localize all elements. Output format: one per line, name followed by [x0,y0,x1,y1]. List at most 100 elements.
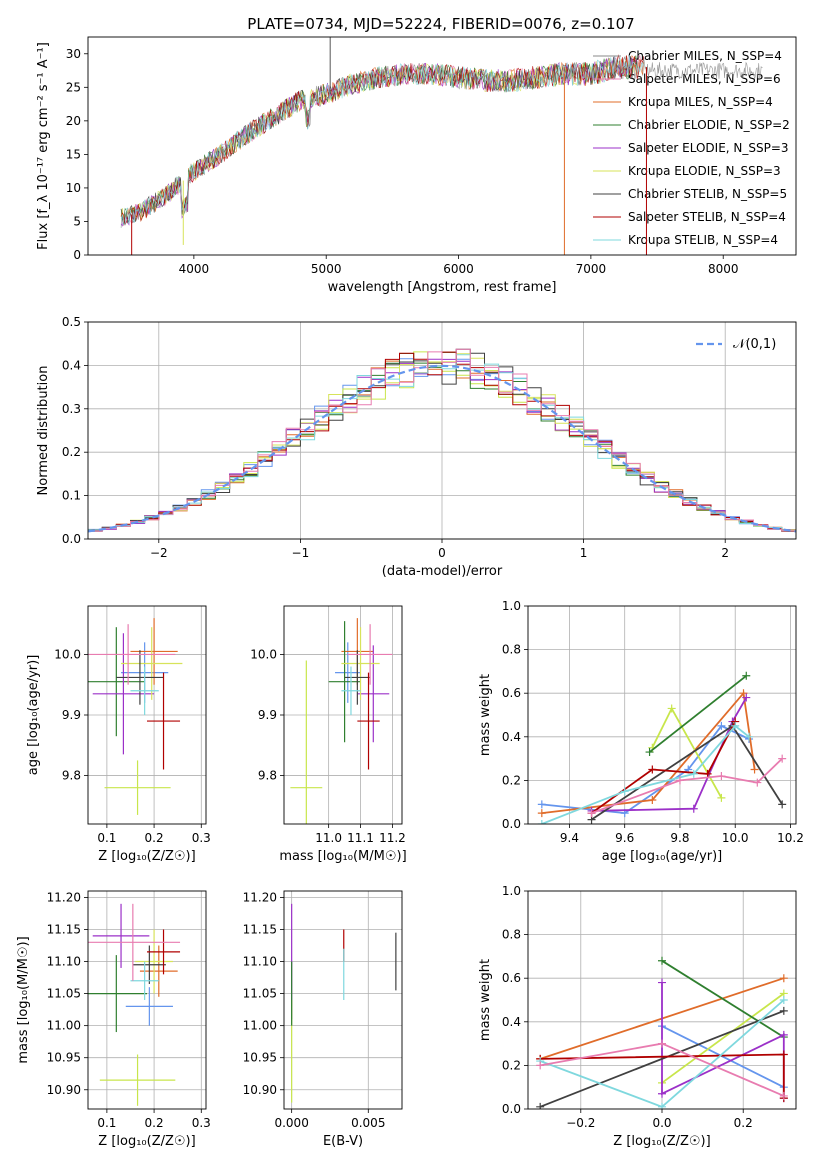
mass_vs_Z-ytick-label-0: 10.90 [47,1083,81,1097]
weights_vs_age-ytick-label-3: 0.6 [502,686,521,700]
weights_vs_Z-ytick-label-1: 0.2 [502,1058,521,1072]
weights_vs_age-marker-1-0 [537,809,546,818]
mass_vs_EBV-xtick-label-0: 0.000 [274,1116,308,1130]
mass_vs_Z-ytick-label-2: 11.00 [47,1019,81,1033]
mass_vs_EBV-ytick-label-4: 11.10 [243,955,277,969]
legend-label-4: Salpeter ELODIE, N_SSP=3 [628,141,789,155]
spectrum-line-3 [120,55,638,224]
age_vs_mass-ytick-label-2: 10.0 [250,647,277,661]
weights_vs_Z-marker-8-1 [658,1039,666,1048]
weights_vs_Z-ytick-label-5: 1.0 [502,884,521,898]
weights_vs_age-xtick-label-1: 9.6 [615,831,634,845]
legend-label-7: Salpeter STELIB, N_SSP=4 [628,210,786,224]
spectrum-xtick-label-2: 6000 [443,262,474,276]
weights_vs_age-xtick-label-0: 9.4 [560,831,579,845]
weights_vs_age-marker-7-2 [689,769,698,778]
age_vs_Z-xtick-label-1: 0.2 [145,831,164,845]
mass_vs_EBV-ytick-label-6: 11.20 [243,890,277,904]
weights_vs_Z-marker-4-2 [779,1030,788,1039]
weights_vs_age-panel: 9.4 9.6 9.8 10.0 10.2 0.0 0.2 0.4 0.6 0.8 1.0 age [… [478,599,804,864]
age_vs_mass-frame [283,605,403,825]
weights_vs_Z-plot-area [536,956,788,1109]
legend-label-0: Chabrier MILES, N_SSP=4 [628,49,782,63]
weights_vs_age-marker-7-1 [620,787,629,796]
weights_vs_Z-marker-5-0 [536,1102,545,1109]
age_vs_Z-ytick-label-1: 9.9 [62,708,81,722]
age_vs_Z-plot-area [88,618,183,815]
age_vs_mass-plot-area [290,618,393,824]
mass_vs_Z-ytick-label-6: 11.20 [47,890,81,904]
spectrum-legend: Chabrier MILES, N_SSP=4 Salpeter MILES, … [628,49,790,247]
weights_vs_age-ytick-label-4: 0.8 [502,643,521,657]
figure-title: PLATE=0734, MJD=52224, FIBERID=0076, z=0… [247,15,634,33]
residuals-ytick-label-1: 0.1 [62,489,81,503]
weights_vs_age-ytick-label-1: 0.2 [502,773,521,787]
spectrum-plot-area [120,37,763,255]
weights_vs_age-marker-7-3 [731,721,740,730]
weights_vs_age-xlabel: age [log₁₀(age/yr)] [602,849,723,864]
weights_vs_age-xtick-label-2: 9.8 [670,831,689,845]
weights_vs_age-marker-6-2 [703,769,712,778]
weights_vs_age-xtick-label-4: 10.2 [777,831,804,845]
spectrum-ytick-label-3: 15 [66,147,81,161]
weights_vs_age-ytick-label-0: 0.0 [502,817,521,831]
age_vs_Z-ylabel: age [log₁₀(age/yr)] [26,655,41,776]
age_vs_mass-xtick-label-2: 11.2 [379,831,406,845]
age_vs_Z-xlabel: Z [log₁₀(Z/Z☉)] [98,849,195,864]
weights_vs_Z-marker-4-0 [658,978,666,987]
mass_vs_EBV-ytick-label-3: 11.05 [243,987,277,1001]
spectrum-ytick-label-1: 5 [73,214,81,228]
residuals-ytick-label-2: 0.2 [62,445,81,459]
residuals-plot-area [88,348,796,533]
spectrum-frame [87,36,797,256]
weights_vs_age-marker-2-2 [717,793,726,802]
residuals-xtick-label-3: 1 [580,546,588,560]
spectrum-ytick-label-0: 0 [73,248,81,262]
weights_vs_Z-marker-7-2 [779,996,788,1004]
age_vs_mass-xlabel: mass [log₁₀(M/M☉)] [279,849,406,864]
weights_vs_Z-marker-8-0 [536,1061,545,1070]
age_vs_Z-ytick-label-2: 10.0 [54,647,81,661]
weights_vs_age-marker-0-3 [717,721,726,730]
mass_vs_Z-frame [87,890,207,1110]
weights_vs_age-marker-3-0 [645,748,654,757]
weights_vs_Z-xlabel: Z [log₁₀(Z/Z☉)] [613,1134,710,1149]
age_vs_mass-xtick-label-1: 11.1 [347,831,374,845]
weights_vs_Z-panel: −0.2 0.0 0.2 0.0 0.2 0.4 0.6 0.8 1.0 Z [log₁₀(Z/Z… [478,884,797,1149]
spectrum-xtick-label-0: 4000 [179,262,210,276]
spectrum-xtick-label-3: 7000 [576,262,607,276]
weights_vs_age-marker-1-3 [750,765,759,774]
spectrum-ytick-label-5: 25 [66,80,81,94]
mass_vs_EBV-panel: 0.000 0.005 10.90 10.95 11.00 11.05 11.10 11.15… [243,890,403,1149]
weights_vs_age-marker-3-1 [742,671,751,680]
weights_vs_Z-marker-1-1 [779,974,788,983]
mass_vs_Z-ytick-label-3: 11.05 [47,987,81,1001]
weights_vs_age-marker-8-3 [753,778,762,787]
mass_vs_Z-xtick-label-1: 0.2 [145,1116,164,1130]
age_vs_mass-xtick-label-0: 11.0 [315,831,342,845]
age_vs_Z-panel: 0.1 0.2 0.3 9.8 9.9 10.0 Z [log₁₀(Z/Z☉)] age [l… [26,605,211,864]
mass_vs_Z-ylabel: mass [log₁₀(M/M☉)] [16,936,31,1063]
residuals-panel: −2 −1 0 1 2 0.0 0.1 0.2 0.3 0.4 0.5 (data-model)/er… [36,315,797,579]
residuals-xtick-label-2: 0 [438,546,446,560]
spectrum-line-6 [120,55,638,226]
age_vs_Z-ytick-label-0: 9.8 [62,769,81,783]
mass_vs_Z-plot-area [88,903,181,1106]
weights_vs_age-frame [527,605,797,825]
residuals-ytick-label-5: 0.5 [62,315,81,329]
spectrum-xtick-label-4: 8000 [708,262,739,276]
mass_vs_Z-ytick-label-4: 11.10 [47,955,81,969]
legend-label-2: Kroupa MILES, N_SSP=4 [628,95,773,109]
weights_vs_age-marker-8-1 [675,776,684,785]
spectrum-xtick-label-1: 5000 [311,262,342,276]
weights_vs_Z-marker-7-1 [658,1102,666,1109]
legend-label-6: Chabrier STELIB, N_SSP=5 [628,187,787,201]
weights_vs_Z-xtick-label-1: 0.0 [652,1116,671,1130]
weights_vs_age-ylabel: mass weight [478,674,493,756]
residuals-ytick-label-0: 0.0 [62,532,81,546]
weights_vs_Z-marker-3-0 [658,956,666,965]
weights_vs_Z-marker-5-1 [779,1006,788,1015]
weights_vs_age-marker-4-3 [742,693,751,702]
weights_vs_age-marker-6-1 [648,765,657,774]
mass_vs_EBV-ytick-label-1: 10.95 [243,1051,277,1065]
